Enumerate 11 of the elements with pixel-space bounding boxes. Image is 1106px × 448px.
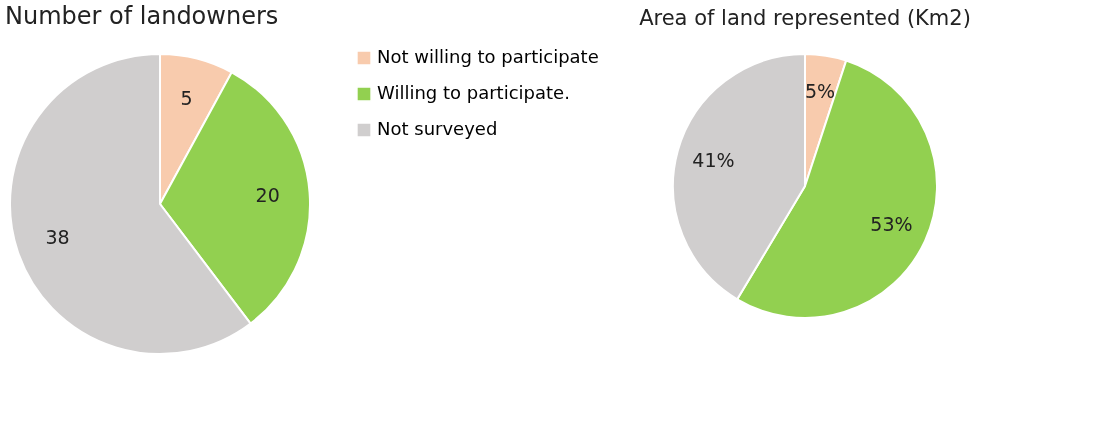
data-label: 20 [255,183,280,206]
data-label: 41% [692,148,735,171]
data-label: 53% [870,213,913,236]
data-label: 5% [804,80,836,103]
legend-label: Willing to participate. [377,82,570,103]
data-label: 38 [45,226,70,249]
chart-title: Number of landowners [5,2,279,30]
legend-label: Not surveyed [377,118,498,139]
legend-label: Not willing to participate [377,46,599,67]
chart-title: Area of land represented (Km2) [639,6,971,30]
data-label: 5 [180,87,193,110]
